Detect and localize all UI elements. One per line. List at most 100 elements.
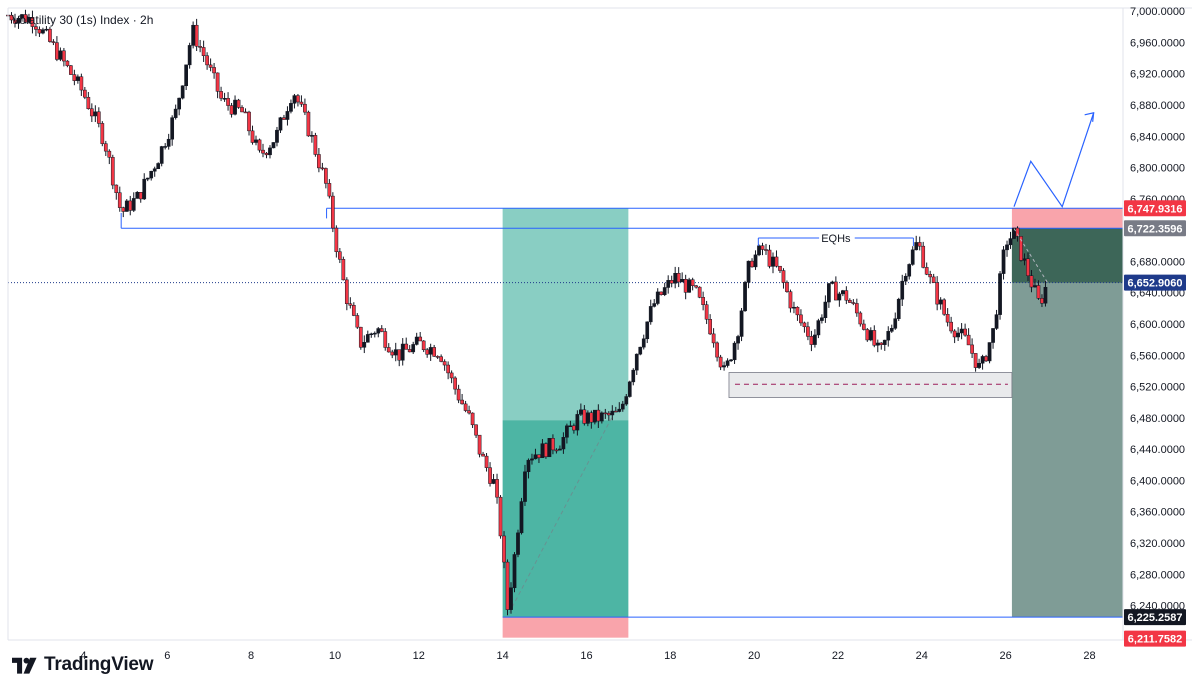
candle-down	[718, 356, 723, 368]
price-axis-ticks: 7,000.0000 6,960.0000 6,920.0000 6,880.0000…	[1130, 6, 1185, 644]
y-tick-label: 6,880.0000	[1130, 100, 1185, 112]
tradingview-logo-text: TradingView	[44, 654, 154, 675]
price-tag-label: 6,652.9060	[1127, 278, 1182, 290]
candle-down	[778, 265, 782, 271]
candle-up	[491, 479, 496, 484]
candle-up	[156, 163, 161, 170]
candle-up	[44, 28, 49, 31]
candle-up	[1043, 286, 1048, 304]
candle-up	[792, 306, 796, 309]
candle-down	[711, 333, 716, 344]
candle-down	[201, 47, 206, 56]
candle-up	[638, 346, 643, 355]
candle-up	[177, 97, 182, 110]
candle-up	[673, 273, 678, 284]
candle-down	[229, 105, 234, 115]
candle-down	[945, 314, 950, 323]
candle-down	[418, 336, 423, 342]
candle-down	[348, 303, 353, 306]
candle-up	[365, 334, 370, 343]
y-tick-label: 6,400.0000	[1130, 475, 1185, 487]
candle-up	[170, 117, 175, 140]
candle-down	[917, 242, 922, 247]
price-tag-bg	[1124, 609, 1186, 626]
candle-up	[376, 328, 381, 334]
candle-down	[453, 377, 457, 390]
candle-up	[722, 365, 726, 368]
candle-up	[889, 328, 894, 332]
y-tick-label: 6,600.0000	[1130, 319, 1185, 331]
candle-down	[107, 150, 112, 158]
candle-down	[358, 326, 363, 348]
candle-up	[900, 280, 905, 300]
candle-down	[82, 89, 87, 98]
candle-up	[991, 328, 995, 343]
time-axis-ticks: 4 6 8 10 12 14 16 18 20 22 24 26 28	[80, 650, 1095, 662]
candle-down	[544, 443, 548, 458]
candle-up	[27, 17, 31, 23]
candle-down	[470, 412, 475, 426]
candle-down	[984, 356, 988, 362]
candle-up	[739, 310, 744, 337]
candle-down	[379, 328, 384, 332]
candle-up	[159, 146, 164, 164]
candle-up	[977, 362, 981, 368]
candle-up	[362, 342, 367, 348]
candle-down	[432, 347, 437, 357]
candle-up	[903, 275, 908, 282]
candle-down	[481, 453, 485, 457]
candle-down	[690, 279, 695, 286]
candle-down	[110, 157, 115, 186]
candle-down	[327, 183, 332, 197]
price-tag-bg	[1124, 630, 1186, 647]
support-zone	[728, 372, 1013, 398]
candle-down	[669, 280, 674, 284]
candle-up	[610, 410, 615, 416]
candle-up	[746, 260, 751, 283]
price-tag-bg	[1124, 220, 1186, 237]
candle-up	[998, 273, 1002, 315]
price-tag-label: 6,722.3596	[1127, 223, 1182, 235]
candle-down	[86, 96, 91, 109]
candle-down	[114, 184, 119, 193]
candle-down	[924, 267, 929, 275]
candle-up	[1012, 227, 1016, 239]
candle-up	[519, 501, 524, 534]
projection-arrowhead	[1084, 112, 1095, 122]
candle-down	[79, 76, 84, 91]
candle-up	[292, 95, 297, 104]
candle-down	[236, 99, 241, 108]
candle-up	[893, 318, 898, 329]
candle-up	[959, 328, 964, 334]
candle-down	[865, 329, 870, 341]
candle-down	[247, 111, 251, 132]
candle-down	[498, 496, 503, 537]
candle-down	[341, 259, 346, 281]
y-tick-label: 7,000.0000	[1130, 6, 1185, 18]
candle-down	[495, 479, 499, 498]
candle-down	[484, 455, 489, 468]
candle-up	[631, 369, 636, 383]
long-stop-zone	[502, 617, 629, 638]
candle-up	[753, 254, 758, 268]
tradingview-logo[interactable]: TradingView	[12, 654, 154, 676]
candle-up	[823, 301, 828, 318]
candle-down	[774, 256, 779, 267]
x-tick-label: 8	[248, 650, 254, 662]
candle-down	[48, 28, 52, 42]
candle-down	[785, 282, 789, 292]
candle-up	[624, 396, 629, 405]
candle-up	[173, 108, 178, 118]
short-trade-line	[1013, 228, 1048, 283]
candle-up	[875, 342, 880, 346]
candle-down	[303, 103, 307, 113]
x-tick-label: 4	[80, 650, 86, 662]
candle-down	[30, 17, 35, 27]
y-tick-label: 6,680.0000	[1130, 256, 1185, 268]
candle-up	[428, 347, 433, 355]
y-tick-label: 6,800.0000	[1130, 163, 1185, 175]
candle-up	[124, 200, 129, 212]
candle-up	[729, 359, 733, 362]
candle-down	[215, 72, 220, 92]
